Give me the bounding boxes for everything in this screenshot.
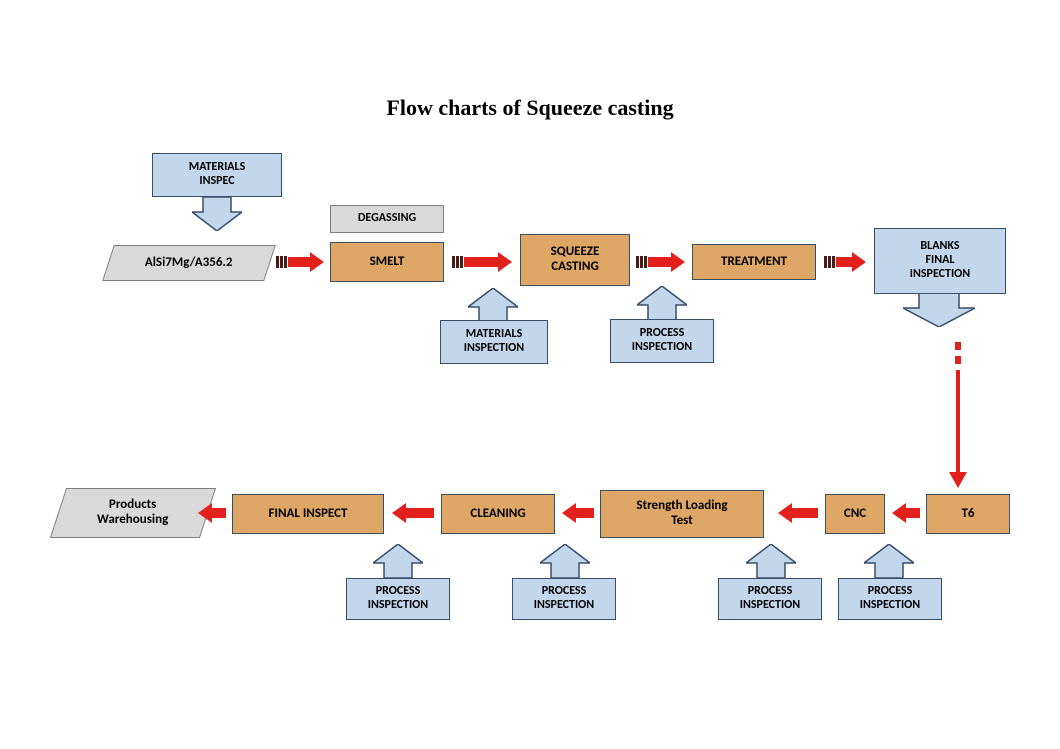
node-materials_inspec: MATERIALS INSPEC	[152, 153, 282, 197]
node-label: PROCESS INSPECTION	[860, 585, 920, 613]
node-degassing: DEGASSING	[330, 205, 444, 233]
callout-arrow-proc_insp_final	[373, 544, 423, 578]
node-products_warehousing: Products Warehousing	[50, 488, 216, 538]
node-label: PROCESS INSPECTION	[534, 585, 594, 613]
node-label: T6	[961, 507, 974, 522]
node-label: SMELT	[370, 255, 405, 270]
node-cnc: CNC	[825, 494, 885, 534]
node-blanks_final_inspection: BLANKS FINAL INSPECTION	[874, 228, 1006, 294]
node-final_inspect: FINAL INSPECT	[232, 494, 384, 534]
node-label: CNC	[844, 507, 866, 522]
callout-arrow-materials_inspec	[192, 197, 242, 231]
node-label: Products Warehousing	[97, 498, 168, 528]
node-alsi: AlSi7Mg/A356.2	[102, 245, 276, 281]
node-label: BLANKS FINAL INSPECTION	[910, 240, 970, 281]
node-cleaning: CLEANING	[441, 494, 555, 534]
node-label: PROCESS INSPECTION	[632, 327, 692, 355]
node-label: TREATMENT	[721, 255, 787, 270]
node-proc_insp_final: PROCESS INSPECTION	[346, 578, 450, 620]
node-label: FINAL INSPECT	[269, 507, 348, 522]
callout-arrow-proc_insp_strength	[746, 544, 796, 578]
node-label: PROCESS INSPECTION	[740, 585, 800, 613]
node-label: SQUEEZE CASTING	[551, 245, 600, 275]
node-smelt: SMELT	[330, 242, 444, 282]
node-squeeze_casting: SQUEEZE CASTING	[520, 234, 630, 286]
callout-arrow-proc_insp_cnc	[864, 544, 914, 578]
node-label: MATERIALS INSPEC	[189, 161, 246, 189]
node-label: PROCESS INSPECTION	[368, 585, 428, 613]
callout-arrow-blanks_final_inspection	[903, 293, 975, 327]
callout-arrow-proc_insp_cleaning	[540, 544, 590, 578]
node-materials_inspection: MATERIALS INSPECTION	[440, 320, 548, 364]
node-label: AlSi7Mg/A356.2	[145, 256, 233, 271]
diagram-title: Flow charts of Squeeze casting	[0, 95, 1060, 121]
callout-arrow-materials_inspection	[468, 288, 518, 322]
flowchart-canvas: Flow charts of Squeeze casting MATERIALS …	[0, 0, 1060, 749]
node-strength_loading: Strength Loading Test	[600, 490, 764, 538]
callout-arrow-process_inspection_1	[637, 286, 687, 320]
node-label: CLEANING	[470, 507, 525, 522]
node-proc_insp_strength: PROCESS INSPECTION	[718, 578, 822, 620]
node-label: Strength Loading Test	[636, 499, 727, 529]
node-label: DEGASSING	[358, 212, 416, 226]
node-proc_insp_cnc: PROCESS INSPECTION	[838, 578, 942, 620]
node-process_inspection_1: PROCESS INSPECTION	[610, 319, 714, 363]
node-treatment: TREATMENT	[692, 244, 816, 280]
node-proc_insp_cleaning: PROCESS INSPECTION	[512, 578, 616, 620]
node-label: MATERIALS INSPECTION	[464, 328, 524, 356]
node-t6: T6	[926, 494, 1010, 534]
